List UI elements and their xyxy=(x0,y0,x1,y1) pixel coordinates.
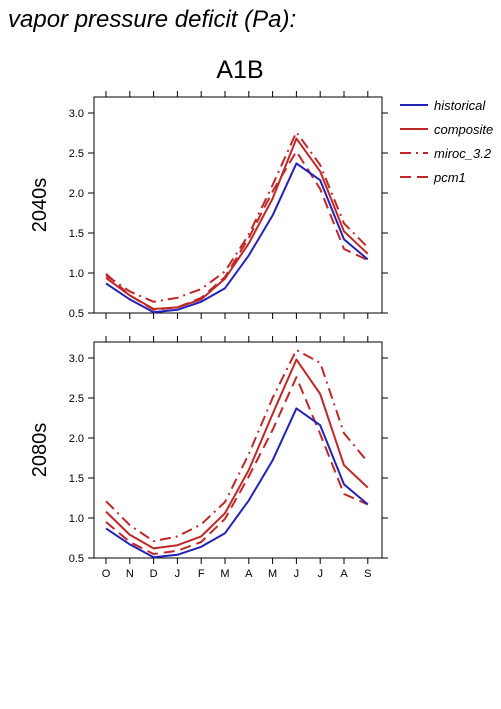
x-tick-label: J xyxy=(294,568,300,580)
x-tick-label: F xyxy=(198,568,205,580)
series-line-historical xyxy=(105,407,369,559)
x-tick-label: M xyxy=(220,568,229,580)
x-tick-label: N xyxy=(126,568,134,580)
y-tick-label: 0.5 xyxy=(69,308,84,320)
plot-frame-2080s xyxy=(93,341,383,559)
series-line-composite xyxy=(105,358,369,550)
scenario-title: A1B xyxy=(216,56,264,84)
panel-label: 2080s xyxy=(29,423,51,478)
x-tick-label: S xyxy=(364,568,371,580)
y-tick-label: 1.5 xyxy=(69,473,84,485)
y-tick-label: 2.0 xyxy=(69,188,84,200)
series-line-historical xyxy=(105,162,369,314)
legend-label: historical xyxy=(434,98,486,113)
y-tick-label: 0.5 xyxy=(69,553,84,565)
x-tick-label: A xyxy=(245,568,253,580)
legend-label: miroc_3.2 xyxy=(434,146,492,161)
x-tick-label: M xyxy=(268,568,277,580)
x-tick-label: J xyxy=(175,568,181,580)
x-tick-label: J xyxy=(317,568,323,580)
y-tick-label: 3.0 xyxy=(69,353,84,365)
series-line-miroc-3-2 xyxy=(105,349,369,543)
plot-frame-2040s xyxy=(93,96,383,314)
series-line-pcm1 xyxy=(105,150,369,311)
y-tick-label: 1.0 xyxy=(69,513,84,525)
legend-label: composite xyxy=(434,122,493,137)
y-tick-label: 3.0 xyxy=(69,108,84,120)
x-tick-label: A xyxy=(340,568,348,580)
panel-label: 2040s xyxy=(29,178,51,233)
y-tick-label: 2.5 xyxy=(69,148,84,160)
y-tick-label: 1.0 xyxy=(69,268,84,280)
legend-label: pcm1 xyxy=(433,170,466,185)
series-line-miroc-3-2 xyxy=(105,131,369,303)
x-tick-label: D xyxy=(150,568,158,580)
y-tick-label: 2.5 xyxy=(69,393,84,405)
series-line-pcm1 xyxy=(105,376,369,555)
series-line-composite xyxy=(105,137,369,310)
y-tick-label: 1.5 xyxy=(69,228,84,240)
x-tick-label: O xyxy=(102,568,111,580)
page-title: vapor pressure deficit (Pa): xyxy=(8,6,297,33)
y-tick-label: 2.0 xyxy=(69,433,84,445)
